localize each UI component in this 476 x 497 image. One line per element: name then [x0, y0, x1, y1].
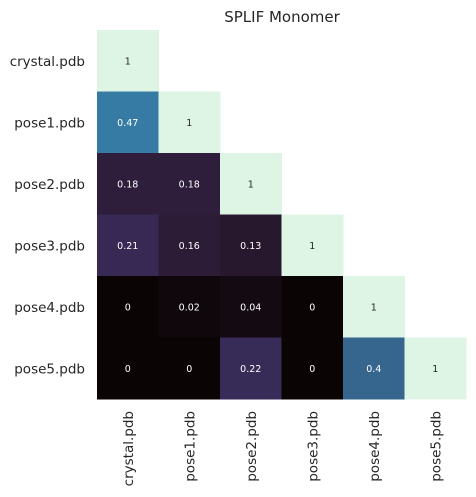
cell-value-label: 0.16	[179, 241, 200, 252]
row-tick-label: pose3.pdb	[14, 238, 85, 254]
cell-value-label: 0.02	[179, 302, 200, 313]
cell-value-label: 0.04	[240, 302, 261, 313]
cell-value-label: 0	[309, 364, 315, 375]
column-tick-labels: crystal.pdb pose1.pdb pose2.pdb pose3.pdb po…	[121, 411, 445, 486]
cell-value-label: 0.18	[117, 179, 138, 190]
column-tick-label: crystal.pdb	[121, 411, 137, 486]
heatmap-cell	[158, 276, 221, 338]
row-tick-labels: crystal.pdb pose1.pdb pose2.pdb pose3.pdb po…	[10, 54, 85, 378]
cell-value-label: 1	[432, 364, 438, 375]
cell-value-label: 0	[186, 364, 192, 375]
cell-value-label: 0.21	[117, 241, 138, 252]
column-tick-label: pose4.pdb	[367, 411, 383, 482]
heatmap-cell	[97, 30, 159, 92]
heatmap-cell	[97, 153, 159, 215]
heatmap-cell	[281, 276, 344, 338]
heatmap-cell	[220, 153, 282, 215]
cell-value-label: 0	[125, 302, 131, 313]
heatmap-cell	[97, 276, 159, 338]
row-tick-label: crystal.pdb	[10, 54, 85, 70]
row-tick-label: pose2.pdb	[14, 177, 85, 193]
cell-value-label: 0	[125, 364, 131, 375]
heatmap-cell	[343, 337, 405, 400]
row-tick-label: pose5.pdb	[14, 361, 85, 377]
heatmap-cell	[220, 214, 282, 277]
row-tick-label: pose4.pdb	[14, 300, 85, 316]
cell-value-label: 1	[125, 56, 131, 67]
column-tick-label: pose5.pdb	[428, 411, 444, 482]
heatmap-cell	[97, 337, 159, 400]
row-tick-label: pose1.pdb	[14, 115, 85, 131]
heatmap-cell	[343, 276, 405, 338]
column-tick-label: pose1.pdb	[182, 411, 198, 482]
heatmap-cell	[158, 153, 221, 215]
column-tick-label: pose2.pdb	[244, 411, 260, 482]
heatmap-cell	[404, 337, 467, 400]
heatmap-cell	[158, 214, 221, 277]
heatmap-cell	[158, 337, 221, 400]
cell-value-label: 0.22	[240, 364, 261, 375]
cell-value-label: 0	[309, 302, 315, 313]
chart-title: SPLIF Monomer	[224, 8, 340, 26]
cell-value-label: 0.18	[179, 179, 200, 190]
heatmap-cell	[97, 91, 159, 154]
heatmap-cells: 1 0.47 1 0.18 0.18 1 0.21 0.16 0.13 1 0 0.02 0.04 0 1 0…	[97, 30, 467, 400]
cell-value-label: 0.13	[240, 241, 261, 252]
cell-value-label: 1	[248, 179, 254, 190]
cell-value-label: 0.47	[117, 118, 138, 129]
heatmap-cell	[220, 337, 282, 400]
cell-value-label: 1	[186, 118, 192, 129]
heatmap-cell	[220, 276, 282, 338]
heatmap-cell	[158, 91, 221, 154]
column-tick-label: pose3.pdb	[305, 411, 321, 482]
cell-value-label: 1	[371, 302, 377, 313]
heatmap-cell	[97, 214, 159, 277]
heatmap-cell	[281, 214, 344, 277]
cell-value-label: 1	[309, 241, 315, 252]
heatmap-cell	[281, 337, 344, 400]
cell-value-label: 0.4	[366, 364, 381, 375]
